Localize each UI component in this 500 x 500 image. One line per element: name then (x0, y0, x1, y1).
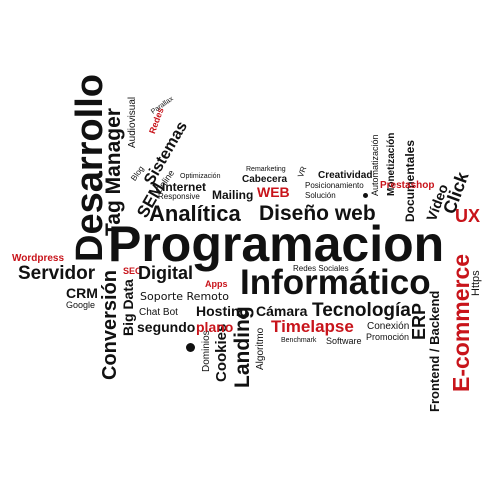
word-frontend-backend: Frontend / Backend (427, 290, 442, 412)
word-prestashop: Prestashop (380, 180, 435, 191)
word-audiovisual: Audiovisual (127, 96, 138, 148)
word-optimizacion: Optimización (180, 173, 221, 180)
word-timelapse: Timelapse (271, 317, 354, 336)
word-servidor: Servidor (18, 263, 96, 284)
word-https: Https (470, 270, 482, 296)
word-hosting: Hosting (196, 303, 249, 319)
word-conexion: Conexión (367, 321, 410, 332)
word-chat-bot: Chat Bot (139, 307, 178, 318)
word-tecnologia: Tecnología (312, 300, 411, 321)
word-promocion: Promoción (366, 332, 410, 342)
word-seo: SEO (123, 266, 143, 276)
word-software: Software (326, 336, 362, 346)
word-google: Google (66, 300, 96, 310)
word-programacion: Programacion (108, 216, 445, 272)
word-soporte-remoto: Soporte Remoto (140, 290, 229, 303)
word-redes-sociales: Redes Sociales (293, 264, 349, 273)
word-posicionamiento: Posicionamiento (305, 181, 364, 190)
word-cabecera: Cabecera (242, 174, 288, 185)
bullet-dot (186, 343, 195, 352)
word-crm: CRM (66, 285, 98, 301)
word-digital: Digital (138, 263, 194, 283)
word-conversion: Conversión (99, 269, 121, 380)
word-plano: plano (196, 319, 234, 335)
word-erp: ERP (409, 302, 429, 340)
word-benchmark: Benchmark (281, 337, 317, 344)
bullet-dot-small (363, 193, 368, 198)
word-creatividad: Creatividad (318, 170, 373, 181)
word-informatico: Informático (240, 263, 431, 302)
word-segundo: segundo (137, 319, 196, 335)
word-vr: VR (296, 165, 309, 179)
word-ux: UX (455, 206, 481, 226)
word-big-data: Big Data (120, 279, 136, 336)
word-camara: Cámara (256, 303, 308, 319)
word-diseno-web: Diseño web (259, 202, 376, 225)
word-automatizacion: Automatización (370, 134, 380, 196)
word-apps: Apps (205, 279, 228, 289)
word-solucion: Solución (305, 191, 336, 200)
word-mailing: Mailing (212, 188, 254, 202)
word-responsive: Responsive (158, 192, 200, 201)
word-dominios: Dominios (201, 330, 212, 372)
word-web: WEB (257, 184, 290, 200)
word-internet: Internet (162, 180, 207, 194)
word-algoritmo: Algoritmo (255, 327, 266, 370)
word-remarketing: Remarketing (246, 166, 286, 173)
word-wordpress: Wordpress (12, 253, 65, 264)
word-analitica: Analítica (149, 201, 241, 226)
